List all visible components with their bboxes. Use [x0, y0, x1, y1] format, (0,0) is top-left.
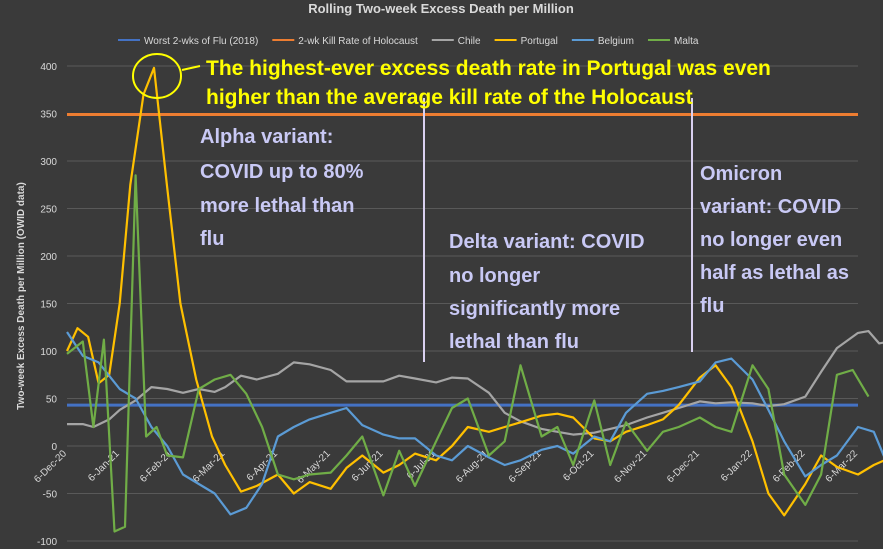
delta-annotation-line-1: Delta variant: COVID [449, 231, 645, 253]
annotations: The highest-ever excess death rate in Po… [200, 57, 849, 353]
delta-annotation-line-3: significantly more [449, 298, 620, 320]
y-axis-ticks: -100 -50 0 50 100 150 200 250 300 350 400 [37, 62, 57, 548]
y-tick-label: 150 [40, 300, 57, 311]
y-tick-label: -100 [37, 537, 57, 548]
y-tick-label: 350 [40, 110, 57, 121]
legend-label: Portugal [521, 36, 558, 47]
y-tick-label: 250 [40, 205, 57, 216]
callouts [132, 53, 693, 362]
legend-label: Chile [458, 36, 481, 47]
y-axis-label: Two-week Excess Death per Million (OWID … [16, 182, 27, 410]
y-tick-label: 100 [40, 347, 57, 358]
portugal-annotation-line-2: higher than the average kill rate of the… [206, 86, 693, 109]
y-tick-label: 300 [40, 157, 57, 168]
alpha-annotation-line-3: more lethal than [200, 195, 354, 217]
delta-annotation-line-4: lethal than flu [449, 331, 579, 353]
series-line [66, 174, 870, 533]
legend-label: Malta [674, 36, 699, 47]
legend: Worst 2-wks of Flu (2018) 2-wk Kill Rate … [118, 36, 699, 47]
y-tick-label: 50 [46, 395, 58, 406]
series-line [66, 331, 883, 516]
portugal-peak-circle [132, 53, 182, 99]
omicron-annotation-line-3: no longer even [700, 229, 842, 251]
chart-title: Rolling Two-week Excess Death per Millio… [308, 1, 574, 16]
omicron-annotation-line-1: Omicron [700, 163, 782, 185]
series-lines [66, 66, 883, 533]
series-line [66, 66, 883, 517]
legend-label: Worst 2-wks of Flu (2018) [144, 36, 258, 47]
reference-lines [67, 112, 858, 407]
portugal-annotation-line-1: The highest-ever excess death rate in Po… [206, 57, 771, 80]
omicron-annotation-line-2: variant: COVID [700, 196, 841, 218]
legend-label: Belgium [598, 36, 634, 47]
alpha-annotation-line-2: COVID up to 80% [200, 161, 364, 183]
y-tick-label: 400 [40, 62, 57, 73]
y-tick-label: 200 [40, 252, 57, 263]
delta-annotation-line-2: no longer [449, 265, 540, 287]
alpha-annotation-line-4: flu [200, 228, 224, 250]
omicron-annotation-line-4: half as lethal as [700, 262, 849, 284]
peak-callout-connector [181, 65, 201, 71]
y-tick-label: -50 [43, 490, 58, 501]
y-tick-label: 0 [51, 442, 57, 453]
alpha-annotation-line-1: Alpha variant: [200, 126, 333, 148]
legend-label: 2-wk Kill Rate of Holocaust [298, 36, 418, 47]
omicron-annotation-line-5: flu [700, 295, 724, 317]
series-line [67, 330, 883, 436]
